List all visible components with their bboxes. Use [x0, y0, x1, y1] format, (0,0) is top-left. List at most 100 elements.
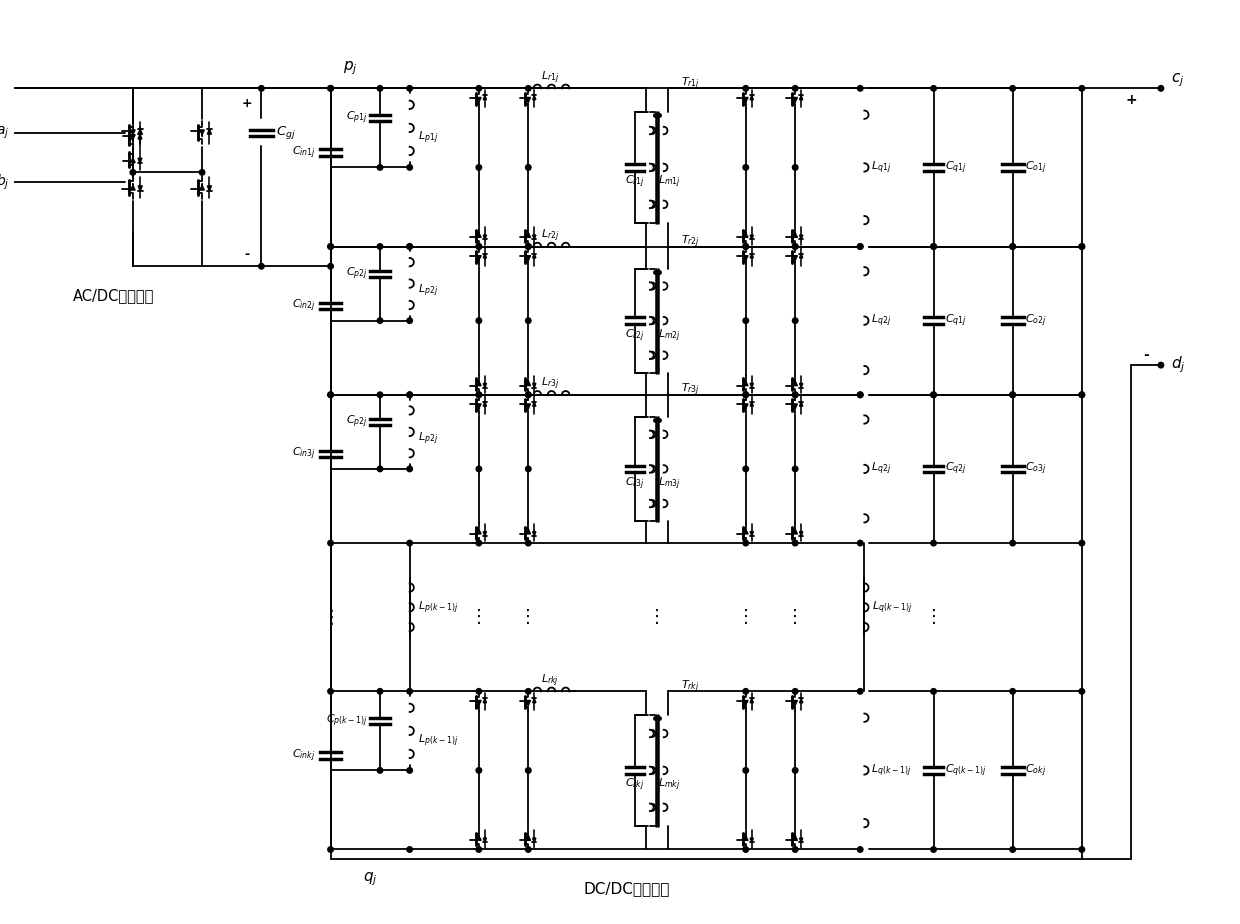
Circle shape [1009, 846, 1016, 852]
Text: $C_{p1j}$: $C_{p1j}$ [346, 110, 368, 127]
Circle shape [792, 244, 799, 249]
Circle shape [476, 164, 481, 170]
Circle shape [407, 846, 413, 852]
Circle shape [526, 466, 531, 471]
Text: $C_{rkj}$: $C_{rkj}$ [625, 777, 645, 794]
Circle shape [407, 392, 413, 397]
Circle shape [1079, 688, 1085, 694]
Polygon shape [533, 95, 536, 100]
Circle shape [857, 392, 863, 397]
Circle shape [743, 318, 749, 323]
Polygon shape [484, 235, 486, 239]
Circle shape [1009, 392, 1016, 397]
Text: $b_j$: $b_j$ [0, 173, 10, 192]
Circle shape [377, 392, 383, 397]
Circle shape [792, 846, 799, 852]
Circle shape [327, 392, 334, 397]
Polygon shape [533, 383, 536, 388]
Text: AC/DC变换单元: AC/DC变换单元 [72, 288, 154, 303]
Circle shape [526, 768, 531, 773]
Circle shape [1079, 846, 1085, 852]
Circle shape [857, 244, 863, 249]
Polygon shape [533, 838, 536, 843]
Circle shape [1009, 392, 1016, 397]
Polygon shape [533, 699, 536, 703]
Polygon shape [484, 95, 486, 100]
Circle shape [259, 263, 264, 269]
Circle shape [1079, 541, 1085, 546]
Text: $C_{r1j}$: $C_{r1j}$ [625, 174, 645, 190]
Circle shape [476, 541, 481, 546]
Text: ⋮: ⋮ [647, 608, 666, 626]
Text: +: + [1126, 93, 1137, 107]
Circle shape [857, 86, 863, 91]
Polygon shape [750, 95, 754, 100]
Circle shape [526, 318, 531, 323]
Circle shape [327, 541, 334, 546]
Circle shape [743, 164, 749, 170]
Circle shape [377, 244, 383, 249]
Text: $C_{r3j}$: $C_{r3j}$ [625, 476, 645, 492]
Text: $T_{r3j}$: $T_{r3j}$ [682, 382, 701, 398]
Polygon shape [750, 383, 754, 388]
Circle shape [259, 86, 264, 91]
Circle shape [476, 688, 481, 694]
Circle shape [792, 244, 799, 249]
Circle shape [327, 86, 334, 91]
Polygon shape [750, 699, 754, 703]
Circle shape [792, 466, 799, 471]
Polygon shape [800, 402, 802, 407]
Text: $T_{r1j}$: $T_{r1j}$ [682, 75, 701, 91]
Text: $L_{m1j}$: $L_{m1j}$ [657, 174, 681, 190]
Circle shape [743, 541, 749, 546]
Text: $C_{in1j}$: $C_{in1j}$ [291, 144, 316, 161]
Text: $q_j$: $q_j$ [363, 870, 377, 888]
Circle shape [407, 244, 413, 249]
Circle shape [476, 86, 481, 91]
Circle shape [526, 392, 531, 397]
Polygon shape [750, 235, 754, 239]
Circle shape [476, 244, 481, 249]
Text: $C_{okj}$: $C_{okj}$ [1024, 762, 1045, 779]
Text: $L_{p2j}$: $L_{p2j}$ [418, 432, 438, 447]
Text: ⋮: ⋮ [786, 608, 805, 626]
Text: +: + [242, 97, 252, 110]
Circle shape [476, 768, 481, 773]
Polygon shape [207, 186, 211, 191]
Circle shape [743, 86, 749, 91]
Circle shape [931, 846, 936, 852]
Text: $L_{p(k-1)j}$: $L_{p(k-1)j}$ [418, 599, 458, 615]
Circle shape [526, 541, 531, 546]
Text: $C_{q1j}$: $C_{q1j}$ [945, 312, 967, 329]
Polygon shape [750, 838, 754, 843]
Circle shape [377, 164, 383, 170]
Circle shape [1079, 392, 1085, 397]
Text: $C_{q2j}$: $C_{q2j}$ [945, 461, 967, 477]
Circle shape [792, 688, 799, 694]
Circle shape [407, 688, 413, 694]
Circle shape [1079, 244, 1085, 249]
Circle shape [1079, 86, 1085, 91]
Polygon shape [484, 838, 486, 843]
Polygon shape [138, 158, 141, 164]
Polygon shape [533, 402, 536, 407]
Circle shape [476, 244, 481, 249]
Text: $c_j$: $c_j$ [1171, 72, 1184, 90]
Text: $L_{rkj}$: $L_{rkj}$ [541, 673, 559, 688]
Circle shape [792, 318, 799, 323]
Circle shape [407, 244, 413, 249]
Circle shape [200, 170, 205, 176]
Circle shape [476, 466, 481, 471]
Circle shape [743, 244, 749, 249]
Circle shape [931, 244, 936, 249]
Text: DC/DC变换单元: DC/DC变换单元 [584, 881, 671, 896]
Text: $C_{in2j}$: $C_{in2j}$ [291, 298, 316, 314]
Text: ⋮: ⋮ [520, 608, 537, 626]
Circle shape [857, 688, 863, 694]
Circle shape [407, 318, 413, 323]
Circle shape [931, 392, 936, 397]
Circle shape [407, 541, 413, 546]
Circle shape [792, 86, 799, 91]
Circle shape [1009, 688, 1016, 694]
Circle shape [327, 244, 334, 249]
